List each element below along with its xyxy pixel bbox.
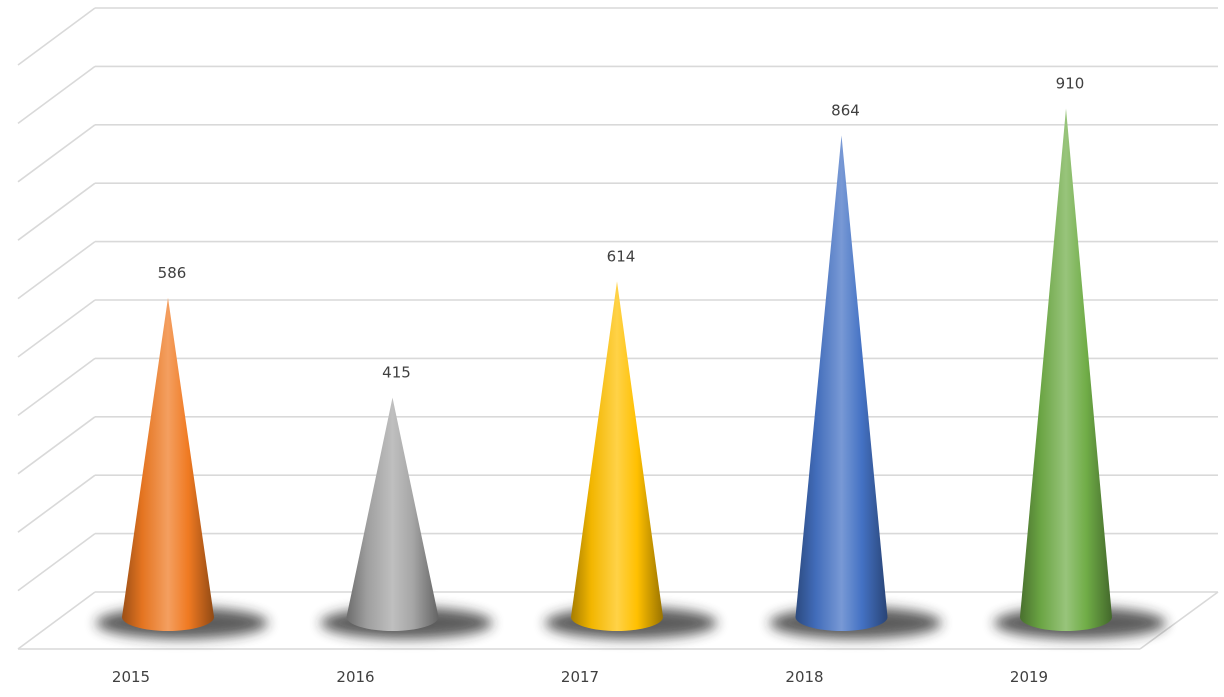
gridlines — [17, 7, 1218, 650]
side-gridline — [17, 532, 96, 592]
cone-2019[interactable] — [1020, 108, 1112, 631]
side-gridline — [17, 182, 96, 241]
x-tick-2016: 2016 — [336, 668, 374, 686]
cone-2018[interactable] — [795, 135, 888, 631]
floor-right-edge — [1139, 591, 1219, 650]
data-labels: 586 415 614 864 910 — [158, 75, 1085, 382]
data-label-2019: 910 — [1056, 75, 1085, 93]
x-tick-2017: 2017 — [561, 668, 599, 686]
x-tick-2018: 2018 — [785, 668, 823, 686]
cone-2017[interactable] — [571, 281, 663, 631]
data-label-2017: 614 — [607, 247, 636, 265]
side-gridline — [17, 591, 96, 650]
side-gridline — [17, 299, 96, 358]
chart-floor — [18, 591, 1219, 650]
side-gridline — [17, 474, 96, 533]
side-gridline — [17, 124, 96, 183]
x-tick-2015: 2015 — [112, 668, 150, 686]
data-label-2016: 415 — [382, 364, 411, 382]
x-axis-ticks: 2015 2016 2017 2018 2019 — [112, 668, 1048, 686]
side-gridline — [17, 240, 96, 300]
data-label-2018: 864 — [831, 101, 860, 119]
x-tick-2019: 2019 — [1010, 668, 1048, 686]
side-gridline — [17, 7, 96, 66]
cones — [122, 108, 1112, 631]
data-label-2015: 586 — [158, 264, 187, 282]
side-gridline — [17, 357, 96, 417]
cone-2015[interactable] — [122, 297, 214, 631]
side-gridline — [17, 416, 96, 475]
side-gridline — [17, 65, 96, 125]
cone-2016[interactable] — [346, 397, 439, 631]
